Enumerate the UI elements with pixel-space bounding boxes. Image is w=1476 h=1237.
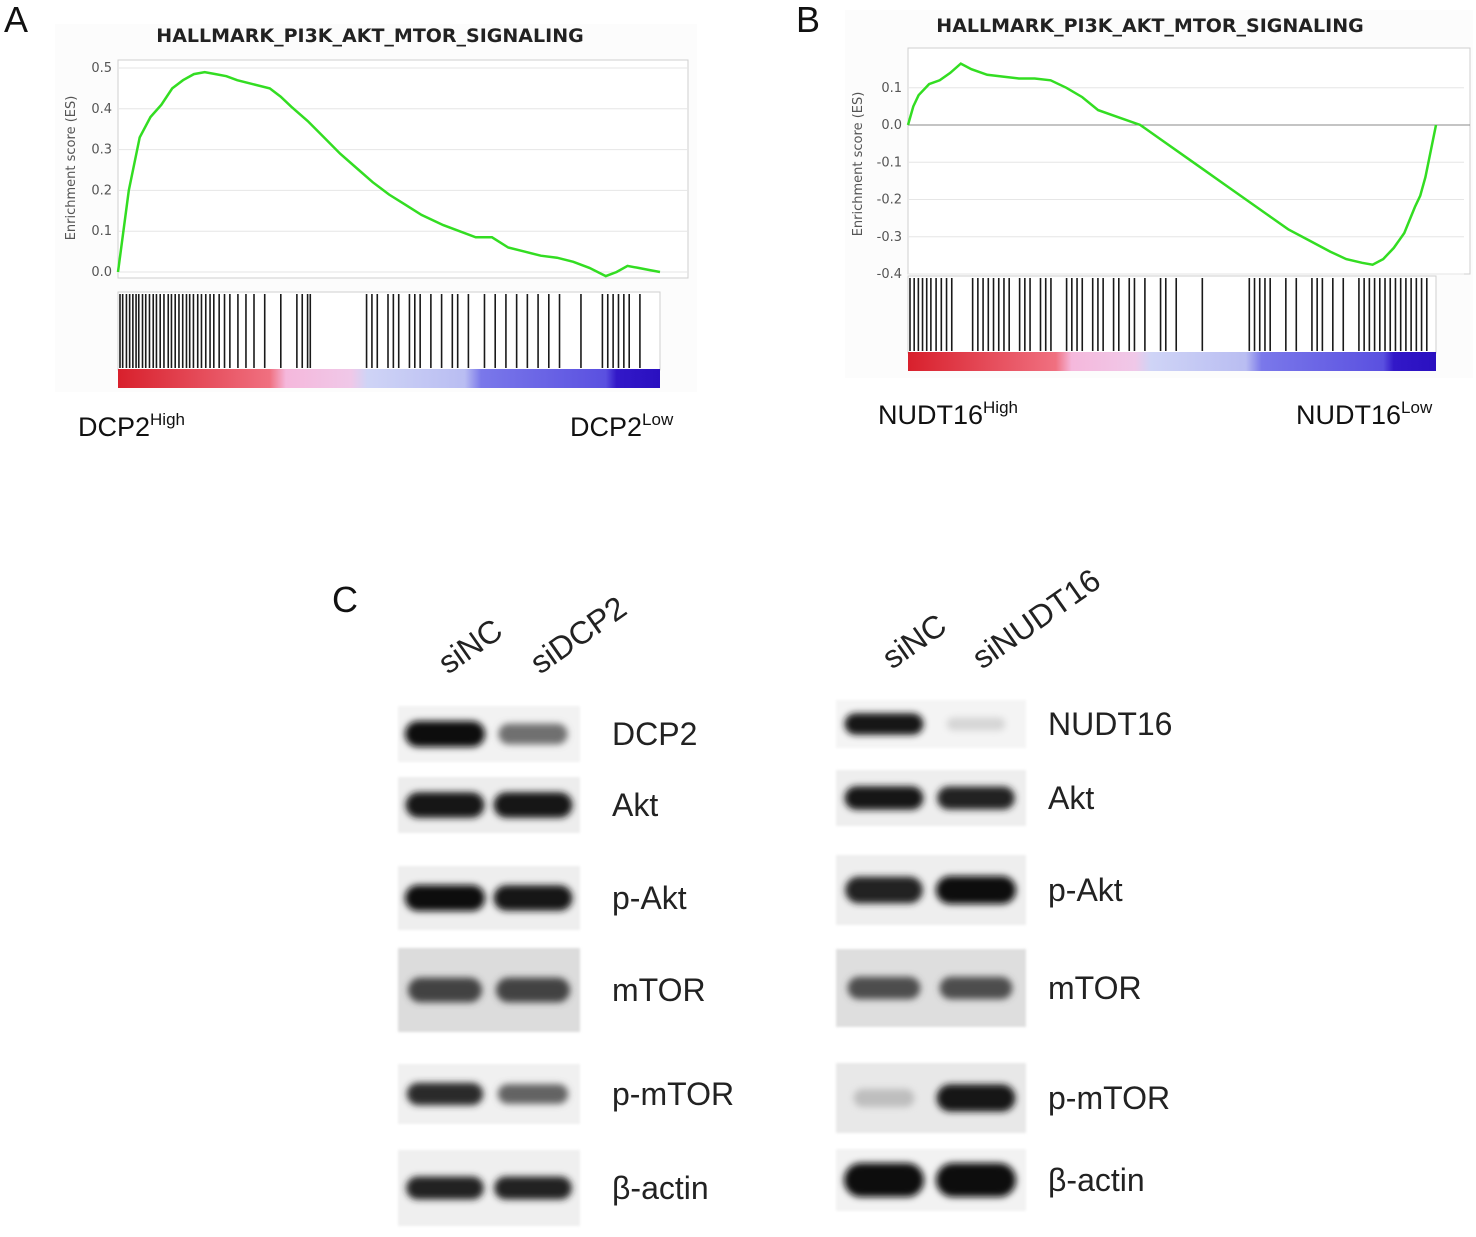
panel-a-rank-bar bbox=[118, 369, 660, 388]
protein-label: Akt bbox=[1048, 780, 1094, 816]
panel-b-title: HALLMARK_PI3K_AKT_MTOR_SIGNALING bbox=[936, 15, 1363, 37]
panel-b-hit-lines bbox=[909, 278, 1428, 351]
y-tick-label: 0.1 bbox=[91, 224, 112, 239]
panel-label-b: B bbox=[796, 0, 820, 40]
panel-a-es-curve bbox=[116, 70, 661, 278]
protein-label: mTOR bbox=[612, 972, 706, 1008]
protein-label: β-actin bbox=[612, 1170, 709, 1206]
lane-label: siNC bbox=[875, 606, 952, 675]
blot-band bbox=[405, 885, 485, 911]
panel-a-hit-strip bbox=[117, 291, 661, 371]
y-tick-label: 0.3 bbox=[91, 143, 112, 158]
lane-label: siDCP2 bbox=[523, 589, 633, 681]
panel-a-grid bbox=[118, 67, 688, 273]
blot-band bbox=[406, 1176, 484, 1200]
panel-b-y-ticks: 0.1 0.0 -0.1 -0.2 -0.3 -0.4 bbox=[877, 81, 902, 282]
y-tick-label: 0.0 bbox=[91, 265, 112, 280]
blot-band bbox=[496, 977, 570, 1003]
blot-band bbox=[946, 717, 1006, 731]
lane-label: siNC bbox=[431, 611, 508, 680]
blot-band bbox=[494, 1176, 572, 1200]
y-tick-label: 0.0 bbox=[881, 118, 902, 133]
y-tick-label: -0.3 bbox=[877, 230, 902, 245]
panel-a-y-label: Enrichment score (ES) bbox=[64, 96, 79, 241]
western-blot-panel-c: C siNC siDCP2DCP2Aktp-AktmTORp-mTORβ-acti… bbox=[332, 562, 1172, 1226]
y-tick-label: -0.4 bbox=[877, 267, 902, 282]
blot-band bbox=[936, 1084, 1016, 1112]
protein-label: Akt bbox=[612, 787, 658, 823]
panel-b-es-curve bbox=[906, 62, 1438, 267]
blot-band bbox=[493, 792, 573, 818]
blot-band bbox=[406, 1082, 484, 1106]
blot-band bbox=[405, 721, 485, 747]
panel-a-right-group: DCP2Low bbox=[570, 410, 674, 442]
blot-band bbox=[853, 1089, 915, 1107]
gsea-panel-a: A HALLMARK_PI3K_AKT_MTOR_SIGNALING 0.00.… bbox=[4, 0, 697, 442]
blot-band bbox=[937, 786, 1015, 810]
y-tick-label: -0.1 bbox=[877, 155, 902, 170]
y-tick-label: -0.2 bbox=[877, 193, 902, 208]
lane-label: siNUDT16 bbox=[965, 562, 1107, 676]
y-tick-label: 0.5 bbox=[91, 61, 112, 76]
panel-a-hit-lines bbox=[119, 294, 641, 368]
blot-band bbox=[936, 1163, 1016, 1197]
panel-label-c: C bbox=[332, 579, 358, 620]
protein-label: p-mTOR bbox=[612, 1076, 734, 1112]
protein-label: NUDT16 bbox=[1048, 706, 1172, 742]
protein-label: p-Akt bbox=[612, 880, 687, 916]
protein-label: p-Akt bbox=[1048, 872, 1123, 908]
protein-label: p-mTOR bbox=[1048, 1080, 1170, 1116]
blot-right: siNC siNUDT16 NUDT16 Akt p-Akt mTOR p-mTOR β-ac… bbox=[836, 562, 1172, 1211]
protein-label: mTOR bbox=[1048, 970, 1142, 1006]
panel-a-title: HALLMARK_PI3K_AKT_MTOR_SIGNALING bbox=[156, 25, 583, 47]
blot-left: siNC siDCP2 DCP2 Akt p-Akt mTOR p-mTOR β-actin bbox=[398, 589, 734, 1226]
blot-band bbox=[498, 723, 568, 745]
y-tick-label: 0.1 bbox=[881, 81, 902, 96]
panel-b-right-group: NUDT16Low bbox=[1296, 398, 1433, 430]
blot-band bbox=[497, 1084, 569, 1104]
panel-b-hit-strip bbox=[907, 275, 1437, 354]
panel-b-rank-bar bbox=[908, 352, 1436, 371]
protein-label: DCP2 bbox=[612, 716, 697, 752]
blot-band bbox=[847, 976, 921, 1000]
y-tick-label: 0.4 bbox=[91, 102, 112, 117]
blot-band bbox=[936, 876, 1016, 904]
blot-band bbox=[408, 977, 482, 1003]
blot-band bbox=[939, 976, 1013, 1000]
panel-label-a: A bbox=[4, 0, 28, 40]
blot-band bbox=[405, 792, 485, 818]
blot-band bbox=[844, 786, 924, 810]
y-tick-label: 0.2 bbox=[91, 183, 112, 198]
blot-band bbox=[844, 713, 924, 735]
gsea-panel-b: B HALLMARK_PI3K_AKT_MTOR_SIGNALING 0.10.… bbox=[796, 0, 1473, 430]
panel-b-y-label: Enrichment score (ES) bbox=[851, 92, 866, 237]
panel-a-y-ticks: 0.0 0.1 0.2 0.3 0.4 0.5 bbox=[91, 61, 112, 280]
blot-band bbox=[845, 876, 923, 904]
panel-b-left-group: NUDT16High bbox=[878, 398, 1018, 430]
panel-a-plot-area bbox=[117, 59, 689, 279]
protein-label: β-actin bbox=[1048, 1162, 1145, 1198]
blot-band bbox=[493, 885, 573, 911]
panel-a-left-group: DCP2High bbox=[78, 410, 185, 442]
panel-b-plot-area bbox=[907, 47, 1471, 275]
blot-band bbox=[844, 1163, 924, 1197]
